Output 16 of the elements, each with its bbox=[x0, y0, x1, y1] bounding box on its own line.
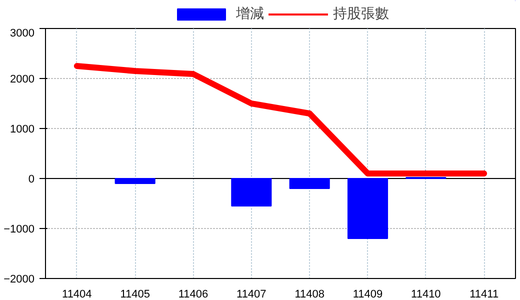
y-tick-label: −2000 bbox=[4, 274, 35, 286]
legend-label: 持股張數 bbox=[333, 5, 389, 23]
y-tick-label: 2000 bbox=[10, 74, 35, 86]
y-tick-label: 3000 bbox=[10, 28, 35, 40]
x-tick-label: 11405 bbox=[120, 288, 150, 300]
x-tick-label: 11408 bbox=[294, 288, 324, 300]
legend-label: 增減 bbox=[236, 5, 264, 23]
x-tick-label: 11404 bbox=[62, 288, 92, 300]
x-tick-label: 11410 bbox=[411, 288, 441, 300]
y-tick-label: −1000 bbox=[4, 224, 35, 236]
x-tick-label: 11411 bbox=[470, 288, 499, 300]
y-tick-label: 1000 bbox=[10, 124, 35, 136]
x-tick-label: 11407 bbox=[236, 288, 266, 300]
x-tick-label: 11406 bbox=[178, 288, 208, 300]
x-tick-label: 11409 bbox=[352, 288, 383, 300]
y-tick-label: 0 bbox=[28, 174, 35, 186]
